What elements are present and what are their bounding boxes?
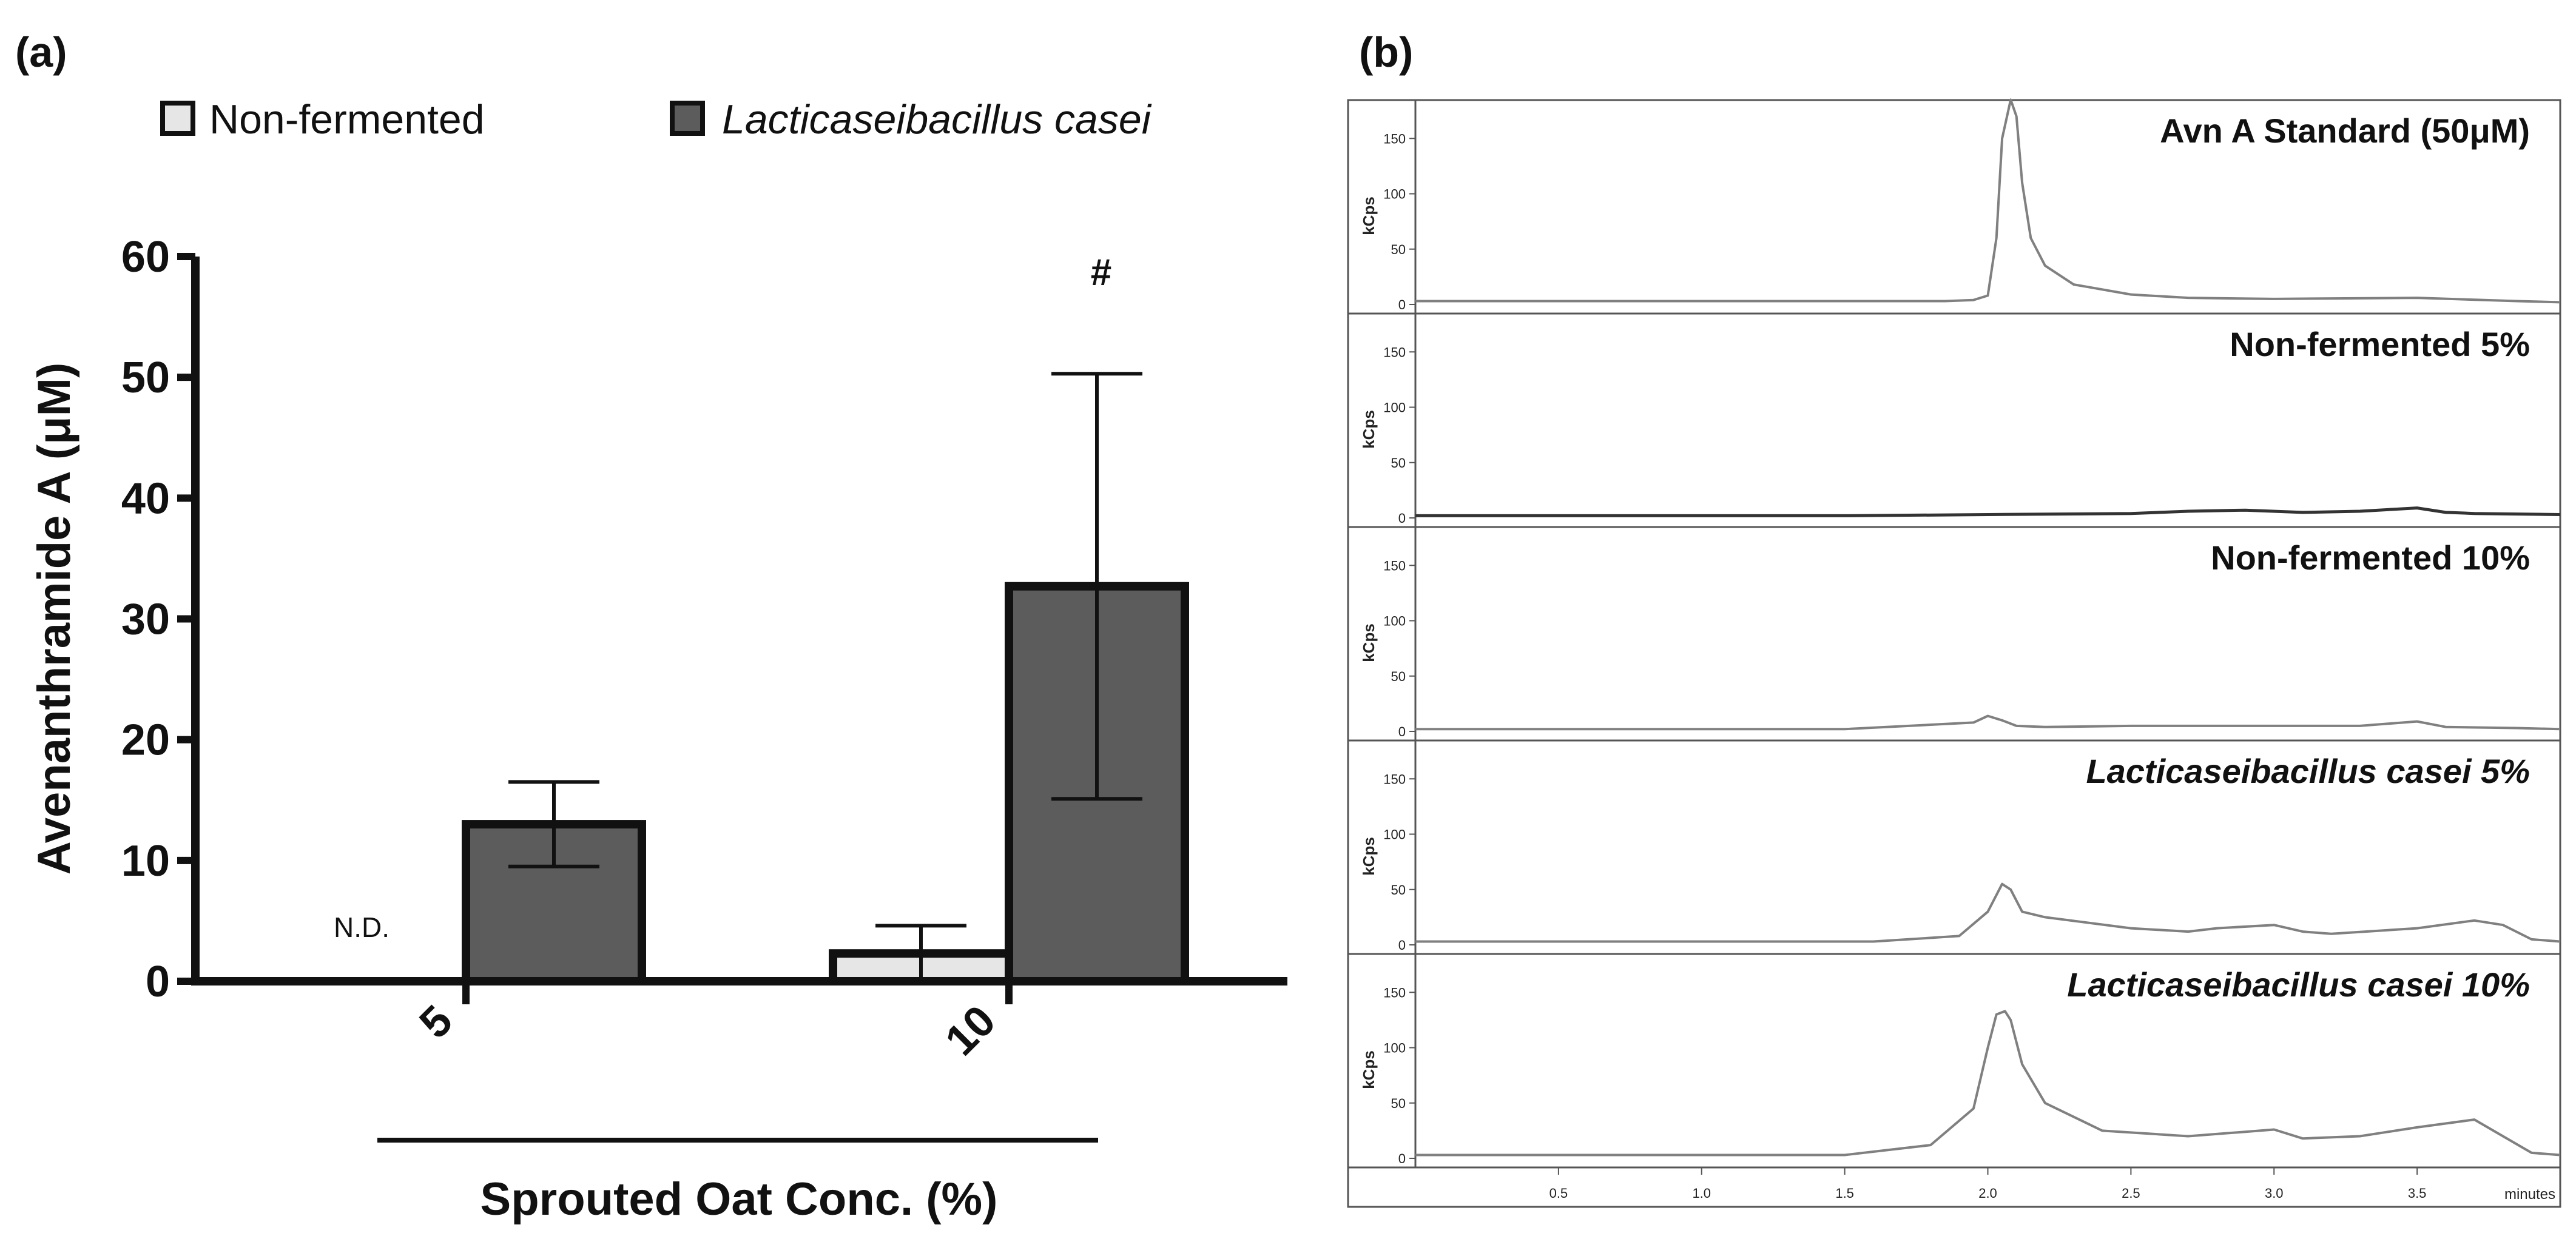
y-tick-label: 10 (121, 837, 170, 885)
chromatogram-trace-2 (1415, 506, 2561, 517)
chromatogram-y-tick-label: 0 (1398, 297, 1406, 312)
chromatogram-y-tick-label: 100 (1383, 614, 1406, 629)
chromatogram-y-tick-label: 50 (1391, 1096, 1406, 1111)
chromatogram-y-tick-label: 100 (1383, 1041, 1406, 1056)
x-tick-label: 10 (936, 996, 1005, 1065)
chromatogram-trace-3 (1415, 714, 2561, 731)
chromatogram-y-tick-label: 100 (1383, 187, 1406, 202)
x-axis-ticks-a: 5 10 (410, 981, 1013, 1065)
x-axis-title-a: Sprouted Oat Conc. (%) (480, 1174, 998, 1225)
chromatogram-y-tick-label: 100 (1383, 400, 1406, 415)
chromatogram-trace-5 (1415, 1010, 2561, 1157)
chromatogram-x-tick-label: 0.5 (1549, 1186, 1568, 1201)
chromatogram-y-tick-label: 0 (1398, 1151, 1406, 1166)
chromatogram-y-tick-label: 150 (1383, 771, 1406, 787)
chromatogram-y-tick-label: 150 (1383, 985, 1406, 1000)
chromatogram-y-tick-label: 50 (1391, 882, 1406, 898)
legend-swatch-l-casei (670, 101, 705, 136)
chromatogram-title-3: Non-fermented 10% (2211, 539, 2530, 577)
chromatogram-frame (1347, 99, 2561, 1208)
chromatogram-y-tick-label: 150 (1383, 558, 1406, 573)
chromatogram-title-2: Non-fermented 5% (2230, 325, 2530, 363)
nd-annotation: N.D. (334, 912, 389, 943)
chromatogram-x-tick-label: 2.0 (1978, 1186, 1997, 1201)
chromatogram-y-tick-label: 0 (1398, 511, 1406, 526)
chromatogram-y-tick-label: 50 (1391, 669, 1406, 684)
chromatogram-x-tick-label: 1.5 (1835, 1186, 1854, 1201)
chromatogram-x-tick-label: 3.0 (2265, 1186, 2284, 1201)
y-tick-label: 20 (121, 716, 170, 765)
chromatogram-y-label: kCps (1360, 196, 1378, 235)
chromatogram-y-tick-label: 100 (1383, 827, 1406, 842)
chromatogram-y-tick-label: 0 (1398, 938, 1406, 953)
chromatogram-x-tick-label: 1.0 (1692, 1186, 1711, 1201)
y-axis-ticks-a: 0 10 20 30 40 50 60 (121, 233, 195, 1006)
chromatogram-title-5: Lacticaseibacillus casei 10% (2067, 965, 2530, 1004)
chromatogram-x-tick-label: 3.5 (2408, 1186, 2427, 1201)
y-tick-label: 40 (121, 474, 170, 523)
chromatogram-y-tick-label: 0 (1398, 724, 1406, 739)
chromatogram-trace-1 (1415, 98, 2561, 304)
panel-b-label: (b) (1359, 29, 1413, 76)
y-tick-label: 50 (121, 354, 170, 402)
chromatogram-y-label: kCps (1360, 623, 1378, 662)
x-tick-label: 5 (410, 996, 462, 1048)
chromatogram-x-tick-label: 2.5 (2122, 1186, 2140, 1201)
chromatogram-trace-4 (1415, 882, 2561, 943)
y-tick-label: 60 (121, 233, 170, 281)
chromatogram-y-tick-label: 150 (1383, 131, 1406, 146)
y-axis-title-a: Avenanthramide A (μM) (29, 363, 80, 875)
legend-label-l-casei: Lacticaseibacillus casei (722, 96, 1152, 143)
panel-a-label: (a) (15, 29, 67, 76)
significance-mark: # (1091, 252, 1111, 294)
chromatogram-y-label: kCps (1360, 1050, 1378, 1089)
chromatogram-title-4: Lacticaseibacillus casei 5% (2086, 752, 2530, 790)
chromatogram-y-tick-label: 150 (1383, 344, 1406, 360)
chromatogram-title-1: Avn A Standard (50μM) (2160, 112, 2530, 150)
y-tick-label: 30 (121, 596, 170, 644)
chromatogram-y-tick-label: 50 (1391, 455, 1406, 471)
chromatogram-y-tick-label: 50 (1391, 242, 1406, 257)
legend-swatch-non-fermented (160, 101, 195, 136)
chromatogram-y-label: kCps (1360, 410, 1378, 449)
legend-label-non-fermented: Non-fermented (209, 96, 485, 143)
legend-a: Non-fermented Lacticaseibacillus casei (160, 96, 1152, 143)
chromatograms-b: 0 50 100 150 kCps Avn A Standard (50μM) 0 50 100… (1347, 98, 2561, 1208)
chromatogram-y-label: kCps (1360, 837, 1378, 876)
bars-a (462, 372, 1189, 986)
chromatogram-x-label: minutes (2504, 1186, 2555, 1203)
y-tick-label: 0 (146, 958, 170, 1006)
